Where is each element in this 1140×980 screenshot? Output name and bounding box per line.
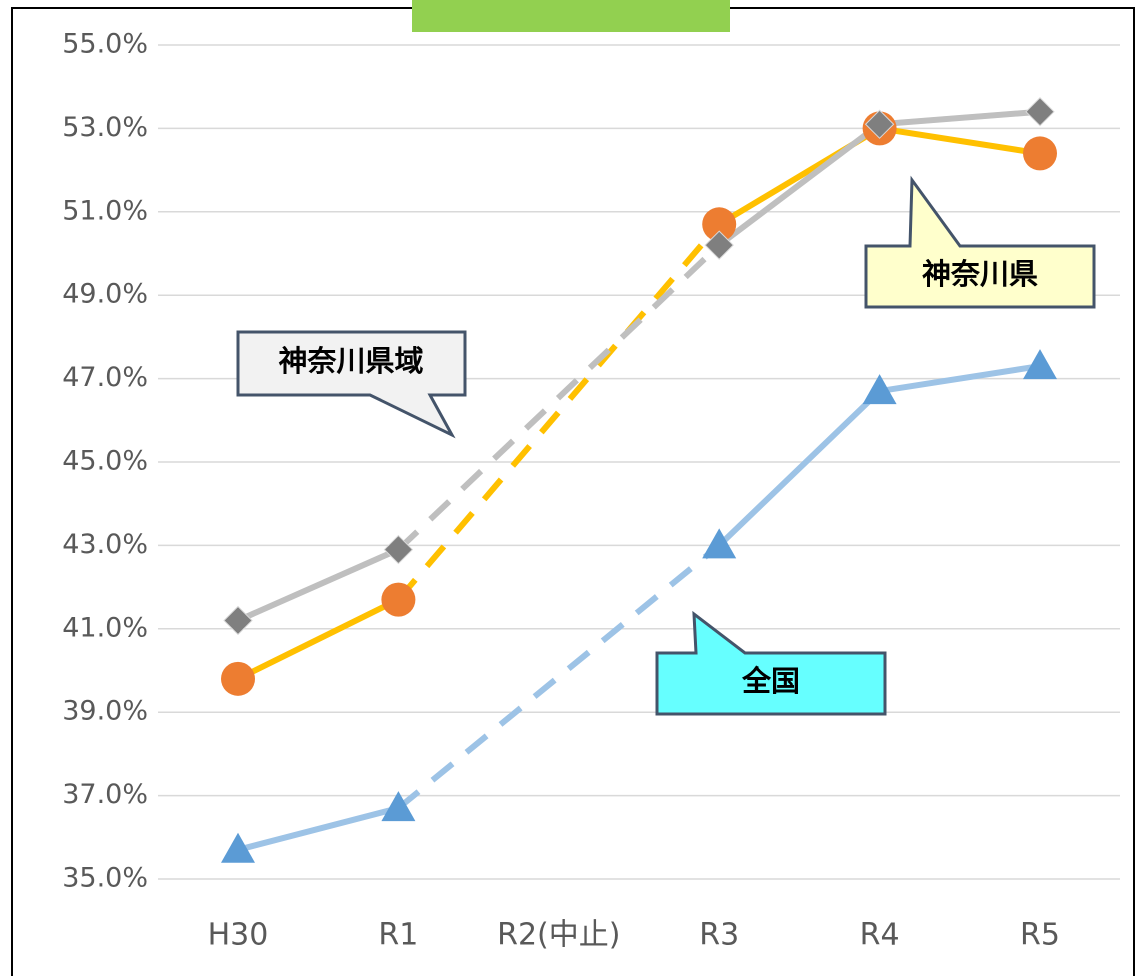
frame: [11, 7, 1135, 976]
y-tick-label: 51.0%: [62, 195, 148, 226]
marker: [702, 528, 737, 559]
y-tick-label: 39.0%: [62, 696, 148, 727]
marker: [223, 605, 253, 636]
marker: [221, 661, 255, 696]
y-tick-label: 47.0%: [62, 362, 148, 393]
title-box: [412, 0, 730, 32]
line: [237, 805, 400, 853]
y-tick-label: 45.0%: [62, 446, 148, 477]
x-tick-label: R2(中止): [497, 918, 620, 953]
y-tick-label: 37.0%: [62, 779, 148, 810]
marker: [221, 832, 255, 863]
marker: [862, 374, 897, 405]
callout: 神奈川県: [864, 175, 1096, 309]
y-tick-label: 55.0%: [62, 29, 148, 60]
line: [236, 596, 400, 682]
marker: [383, 534, 414, 565]
x-tick-label: H30: [208, 918, 269, 953]
marker: [702, 207, 737, 242]
x-tick-label: R1: [378, 918, 418, 953]
callout-label: 全国: [741, 664, 800, 698]
marker: [381, 791, 416, 822]
marker: [704, 230, 734, 260]
x-tick-label: R4: [860, 918, 900, 953]
callout-box: [864, 175, 1096, 309]
marker: [1023, 349, 1057, 380]
callout-label: 神奈川県: [922, 257, 1038, 291]
markers: [221, 97, 1057, 863]
marker: [1025, 97, 1055, 127]
callout-box: [655, 610, 887, 716]
x-tick-label: R5: [1020, 918, 1060, 953]
gap-connector: [396, 242, 722, 552]
marker: [381, 582, 416, 617]
gap-connector: [396, 543, 722, 811]
callout: 神奈川県域: [236, 330, 467, 439]
callout: 全国: [655, 610, 887, 716]
y-tick-label: 43.0%: [62, 529, 148, 560]
y-tick-label: 35.0%: [62, 863, 148, 894]
callout-box: [236, 330, 467, 439]
line: [236, 546, 400, 624]
grid: [158, 44, 1120, 880]
x-tick-label: R3: [699, 918, 739, 953]
marker: [1023, 136, 1057, 171]
callout-label: 神奈川県域: [278, 344, 423, 378]
gap-connector: [396, 222, 722, 602]
y-tick-label: 41.0%: [62, 612, 148, 643]
y-tick-label: 53.0%: [62, 112, 148, 143]
marker: [864, 109, 895, 139]
y-tick-label: 49.0%: [62, 279, 148, 310]
